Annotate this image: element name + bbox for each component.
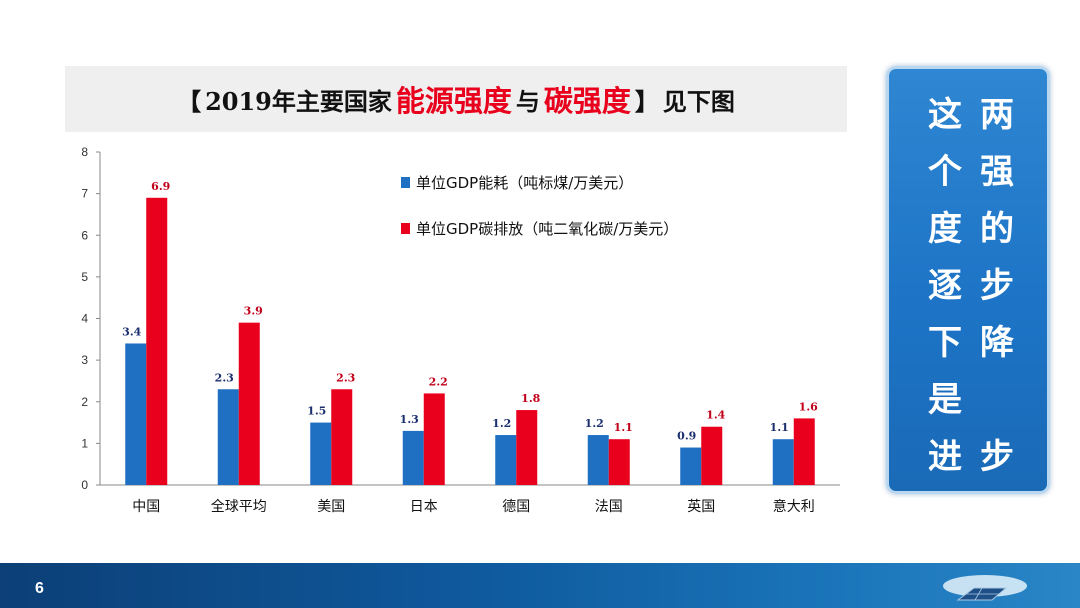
solar-panel-logo-icon <box>943 575 1027 601</box>
title-highlight-energy: 能源强度 <box>395 84 512 118</box>
legend-swatch <box>401 223 410 234</box>
category-label: 中国 <box>132 499 160 515</box>
side-char: 下 <box>928 323 962 363</box>
y-tick-label: 4 <box>81 312 88 326</box>
category-label: 日本 <box>410 499 438 515</box>
bar-carbon <box>516 410 538 485</box>
side-char: 步 <box>980 266 1014 306</box>
chart-area: 0 1 2 3 4 5 6 7 8 3.4 6.9 中国 2.3 3.9 全球平均 1.5 2.3 美国 1.3 2.… <box>65 140 847 528</box>
side-char: 的 <box>980 209 1014 249</box>
y-tick-label: 1 <box>81 436 88 450</box>
data-label: 1.2 <box>492 417 511 430</box>
data-label: 1.8 <box>521 392 540 405</box>
side-char: 这 <box>928 95 962 135</box>
footer-band <box>0 563 1080 608</box>
bar-carbon <box>423 393 445 485</box>
legend-swatch <box>401 177 410 188</box>
bar-energy <box>772 439 794 485</box>
title-bracket-open: 【 <box>177 86 202 116</box>
category-label: 德国 <box>502 499 530 515</box>
bar-carbon <box>331 389 353 485</box>
category-label: 美国 <box>317 499 345 515</box>
side-text-left: 这 个 度 逐 下 是 进 <box>915 87 975 486</box>
category-label: 英国 <box>687 498 715 515</box>
title-part3: 见下图 <box>662 86 735 116</box>
bar-carbon <box>793 418 815 485</box>
y-tick-label: 0 <box>81 478 88 492</box>
data-label: 1.2 <box>585 417 604 430</box>
data-label: 6.9 <box>151 180 170 193</box>
category-label: 法国 <box>595 499 623 515</box>
bar-energy <box>217 389 239 485</box>
bar-energy <box>587 435 609 485</box>
bar-energy <box>310 422 332 485</box>
side-char: 度 <box>928 209 962 249</box>
side-text-right: 两 强 的 步 降 步 <box>967 87 1027 486</box>
bar-energy <box>402 430 424 485</box>
data-label: 2.3 <box>215 371 234 384</box>
bar-energy <box>125 343 147 485</box>
y-tick-label: 5 <box>81 270 88 284</box>
side-char: 两 <box>980 95 1014 135</box>
side-char <box>967 372 1027 429</box>
data-label: 1.6 <box>799 400 818 413</box>
category-label: 意大利 <box>773 498 815 515</box>
side-char: 个 <box>928 152 962 192</box>
side-char: 强 <box>980 152 1014 192</box>
data-label: 3.4 <box>122 325 141 338</box>
legend-label: 单位GDP能耗（吨标煤/万美元） <box>416 174 633 192</box>
side-char: 步 <box>980 437 1014 477</box>
data-label: 1.1 <box>770 421 789 434</box>
y-tick-label: 2 <box>81 395 88 409</box>
data-label: 2.3 <box>336 371 355 384</box>
legend-label: 单位GDP碳排放（吨二氧化碳/万美元） <box>416 220 678 238</box>
bar-energy <box>495 435 517 485</box>
category-label: 全球平均 <box>211 498 267 515</box>
y-tick-label: 8 <box>81 145 88 159</box>
side-char: 逐 <box>928 266 962 306</box>
data-label: 2.2 <box>429 375 448 388</box>
side-char: 是 <box>928 380 962 420</box>
data-label: 1.3 <box>400 413 419 426</box>
title-bracket-close: 】 <box>634 86 659 116</box>
bar-carbon <box>238 322 260 485</box>
data-label: 3.9 <box>244 305 263 318</box>
bar-carbon <box>608 439 630 485</box>
data-label: 1.1 <box>614 421 633 434</box>
side-char: 进 <box>928 437 962 477</box>
data-label: 1.5 <box>307 405 326 418</box>
title-part2: 与 <box>515 86 540 116</box>
title-highlight-carbon: 碳强度 <box>543 84 631 118</box>
y-tick-label: 6 <box>81 228 88 242</box>
y-tick-label: 7 <box>81 187 88 201</box>
bar-chart: 0 1 2 3 4 5 6 7 8 3.4 6.9 中国 2.3 3.9 全球平均 1.5 2.3 美国 1.3 2.… <box>81 145 840 515</box>
bar-carbon <box>701 426 723 485</box>
bar-carbon <box>146 197 168 485</box>
y-tick-label: 3 <box>81 353 88 367</box>
title-part1: 2019年主要国家 <box>205 86 392 116</box>
data-label: 0.9 <box>677 430 696 443</box>
chart-title: 【 2019年主要国家 能源强度 与 碳强度 】 见下图 <box>65 66 847 132</box>
page-number: 6 <box>35 580 44 597</box>
data-label: 1.4 <box>706 409 725 422</box>
bar-energy <box>680 447 702 485</box>
side-char: 降 <box>980 323 1014 363</box>
side-callout: 这 个 度 逐 下 是 进 两 强 的 步 降 步 <box>886 66 1050 494</box>
